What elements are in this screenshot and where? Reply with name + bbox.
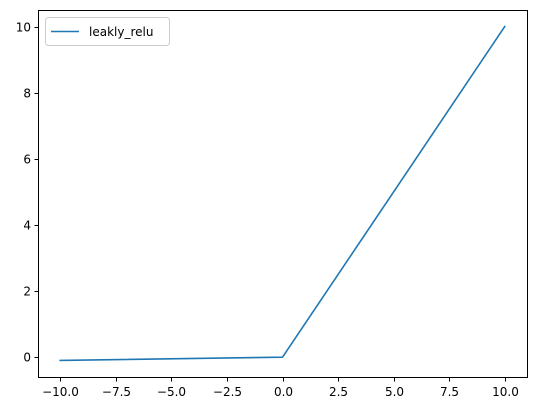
x-tick-label: 2.5 <box>329 385 348 399</box>
x-tick-label: 0.0 <box>274 385 293 399</box>
y-axis: 0 2 4 6 8 10 <box>16 21 39 365</box>
x-tick-label: −7.5 <box>102 385 131 399</box>
y-tick-label: 8 <box>23 87 31 101</box>
y-tick-label: 6 <box>23 153 31 167</box>
x-tick-label: 10.0 <box>492 385 519 399</box>
x-tick-label: −2.5 <box>213 385 242 399</box>
y-tick-label: 2 <box>23 285 31 299</box>
y-tick-label: 4 <box>23 219 31 233</box>
series-line-leakly_relu <box>59 25 506 362</box>
plot-area <box>59 25 506 362</box>
axes-frame <box>38 10 528 378</box>
y-tick-label: 0 <box>23 351 31 365</box>
x-tick-label: −10.0 <box>42 385 79 399</box>
x-tick-label: −5.0 <box>157 385 186 399</box>
legend: leakly_relu <box>45 17 170 46</box>
legend-label: leakly_relu <box>89 25 153 39</box>
legend-box <box>45 17 170 46</box>
x-tick-label: 5.0 <box>385 385 404 399</box>
y-tick-label: 10 <box>16 21 31 35</box>
x-tick-label: 7.5 <box>440 385 459 399</box>
x-axis: −10.0 −7.5 −5.0 −2.5 0.0 2.5 5.0 7.5 10.0 <box>42 377 519 399</box>
